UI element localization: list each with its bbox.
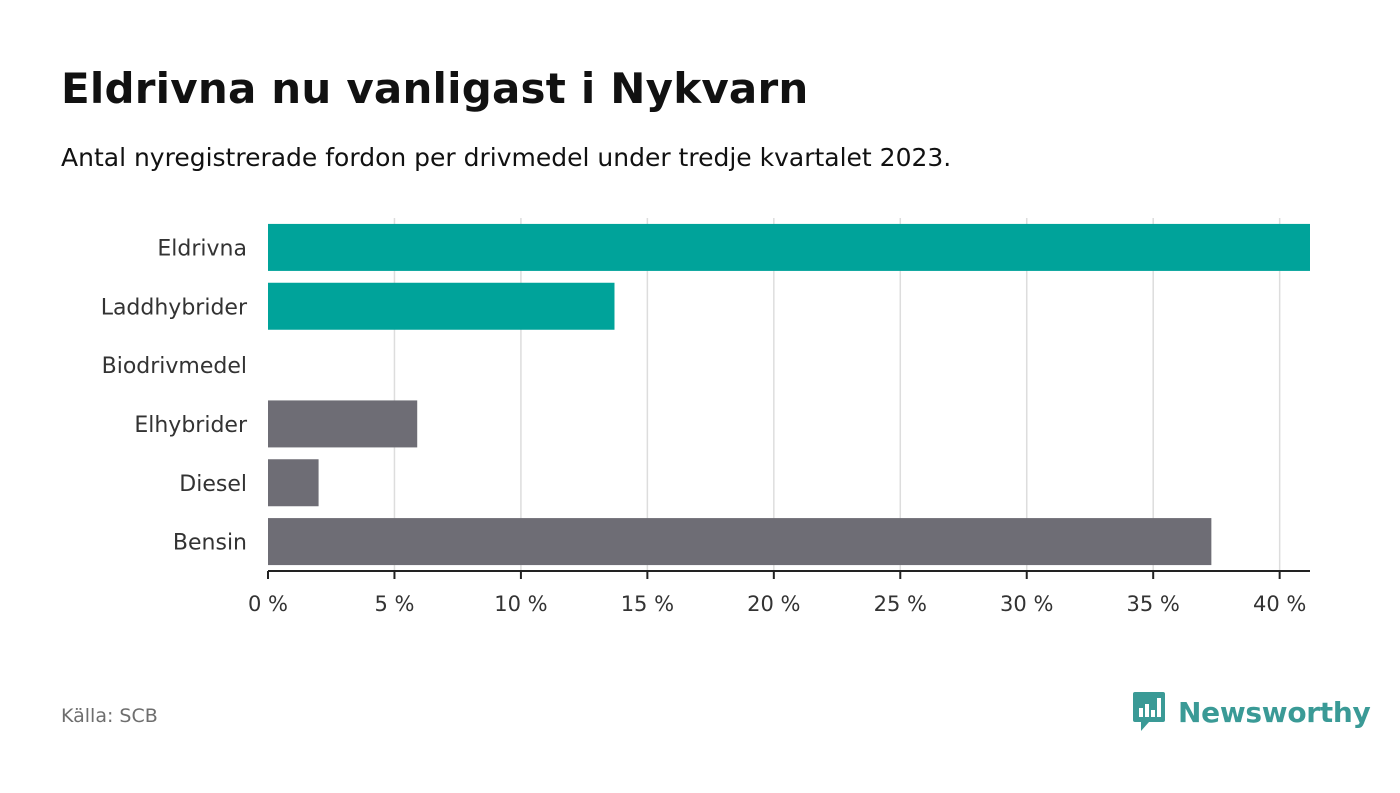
category-label: Laddhybrider: [101, 295, 248, 320]
x-tick-label: 25 %: [874, 592, 927, 616]
bar-bensin: [268, 518, 1212, 566]
bar-diesel: [268, 459, 319, 507]
x-tick-label: 40 %: [1253, 592, 1306, 616]
bars: [268, 223, 1310, 566]
category-label: Elhybrider: [134, 413, 248, 438]
newsworthy-logo-icon: [1133, 692, 1165, 731]
category-labels: Eldrivna Laddhybrider Biodrivmedel Elhybrid…: [101, 236, 248, 555]
x-tick-label: 10 %: [494, 592, 547, 616]
category-label: Biodrivmedel: [102, 354, 247, 379]
bar-eldrivna: [268, 223, 1310, 271]
x-tick-label: 15 %: [621, 592, 674, 616]
x-tick-label: 5 %: [374, 592, 414, 616]
category-label: Diesel: [179, 472, 247, 497]
category-label: Eldrivna: [157, 236, 247, 261]
x-tick-label: 35 %: [1127, 592, 1180, 616]
brand-logo: Newsworthy: [1132, 690, 1371, 734]
gridlines: [393, 218, 1281, 571]
category-label: Bensin: [173, 531, 247, 556]
chart-subtitle: Antal nyregistrerade fordon per drivmede…: [61, 143, 952, 172]
x-tick-label: 30 %: [1000, 592, 1053, 616]
bar-laddhybrider: [268, 282, 615, 330]
x-tick-label: 20 %: [747, 592, 800, 616]
chart-title: Eldrivna nu vanligast i Nykvarn: [61, 64, 809, 113]
bar-chart: 0 % 5 % 10 % 15 % 20 % 25 % 30 % 35 % 40 % Eldri…: [101, 218, 1310, 616]
x-axis: 0 % 5 % 10 % 15 % 20 % 25 % 30 % 35 % 40 %: [248, 570, 1310, 616]
bar-elhybrider: [268, 400, 418, 448]
source-note: Källa: SCB: [61, 705, 158, 727]
x-tick-label: 0 %: [248, 592, 288, 616]
brand-name: Newsworthy: [1178, 695, 1371, 729]
